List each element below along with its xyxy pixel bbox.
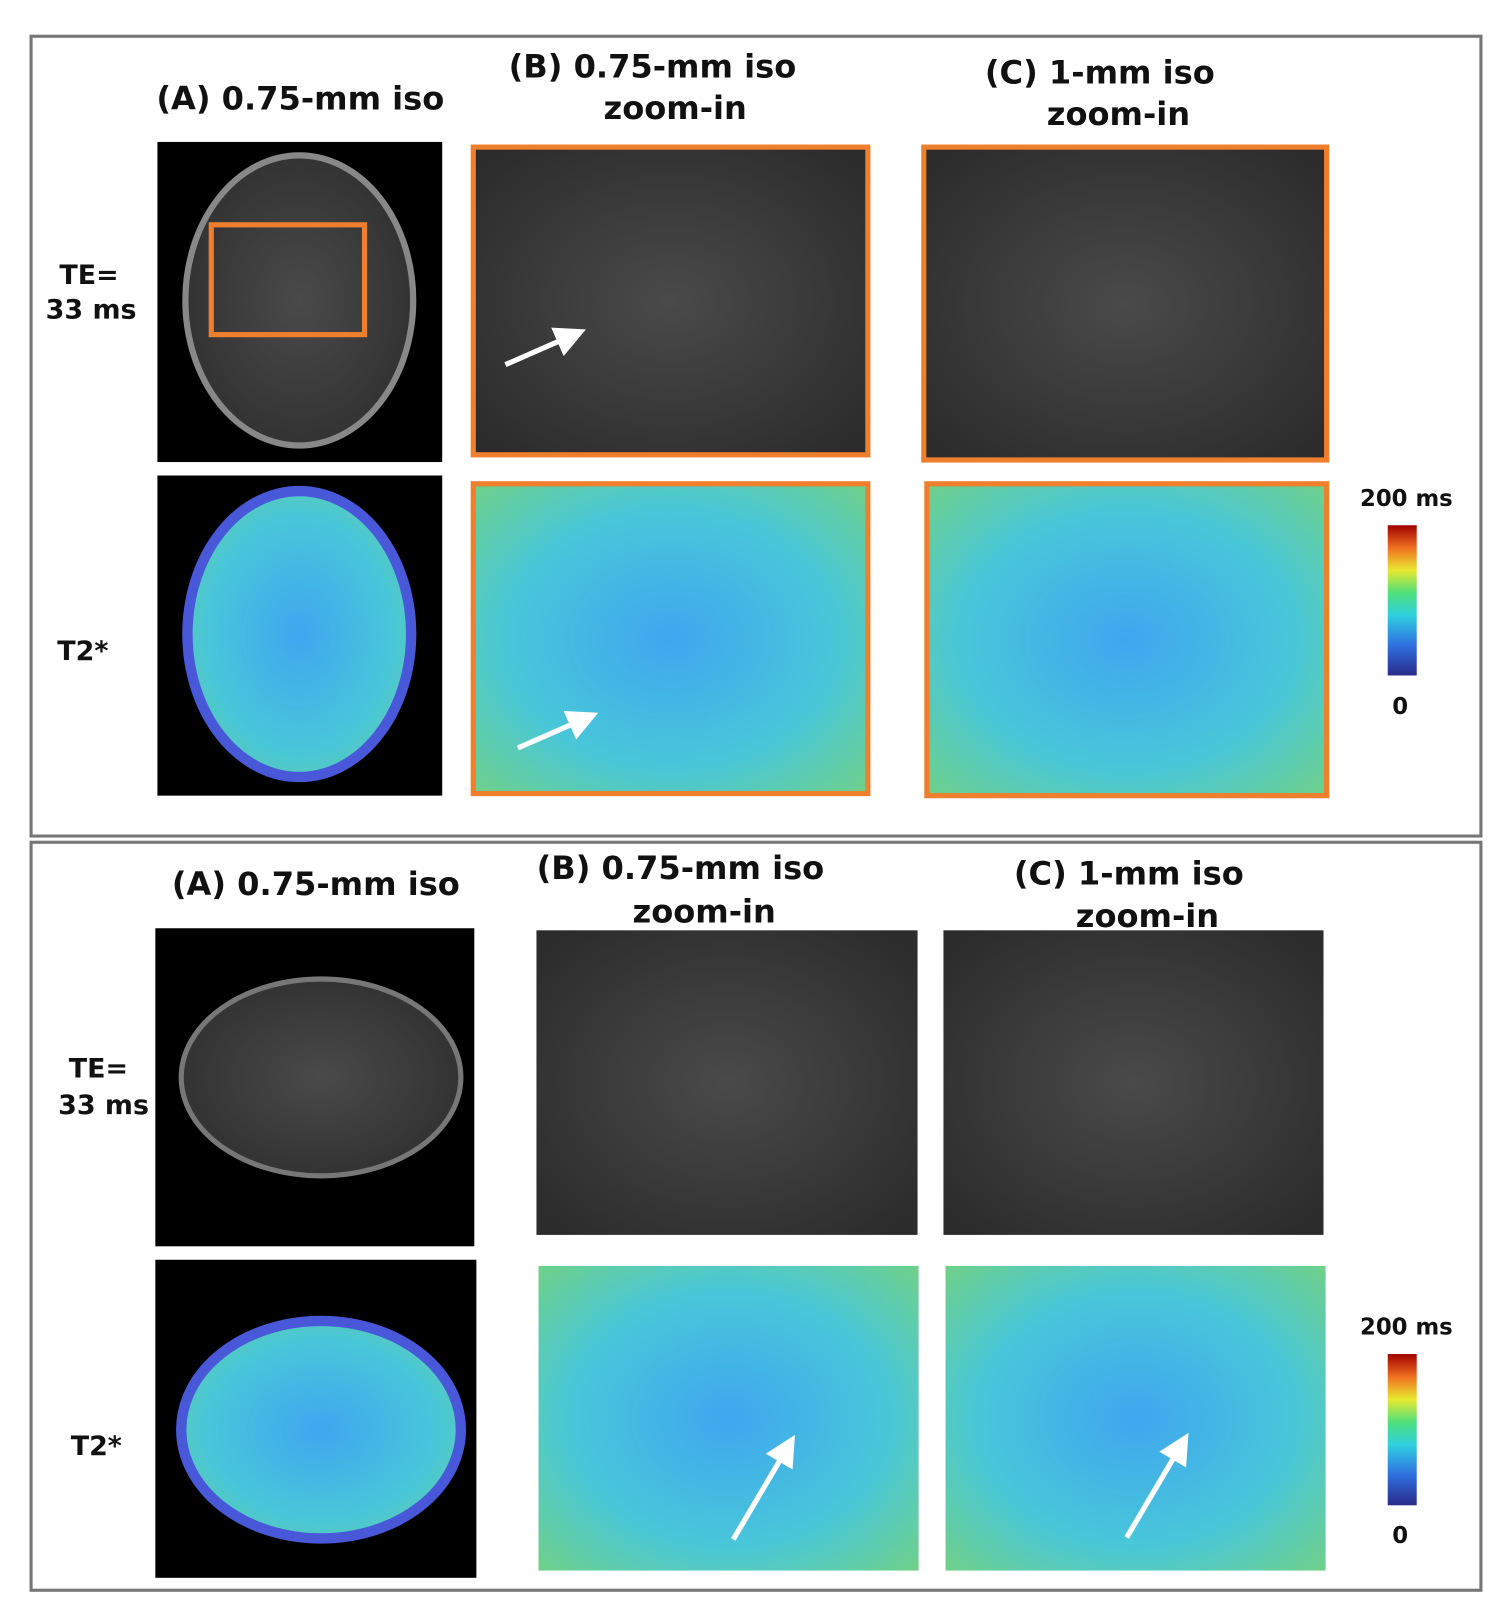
image xyxy=(470,144,871,458)
image xyxy=(470,481,871,797)
panel-frame xyxy=(29,840,1483,1592)
colorbar-max: 200 ms xyxy=(1360,486,1453,512)
arrow xyxy=(730,1434,795,1541)
arrow xyxy=(504,327,586,368)
colorbar-min: 0 xyxy=(1392,694,1408,720)
row-label: T2* xyxy=(71,1431,122,1462)
colorbar-min: 0 xyxy=(1392,1523,1408,1549)
row-label: TE= xyxy=(69,1054,128,1085)
brain-map xyxy=(182,485,417,783)
column-title: zoom-in xyxy=(1076,897,1219,935)
zoom-box xyxy=(208,222,368,338)
panel-frame xyxy=(29,34,1483,838)
column-title: (C) 1-mm iso xyxy=(1014,854,1244,892)
colorbar xyxy=(1387,525,1417,676)
column-title: (A) 0.75-mm iso xyxy=(156,79,444,117)
row-label: 33 ms xyxy=(46,294,137,325)
image xyxy=(943,930,1324,1235)
arrow xyxy=(516,710,599,751)
column-title: (B) 0.75-mm iso xyxy=(537,849,825,887)
brain-slice xyxy=(182,152,417,449)
colorbar-max: 200 ms xyxy=(1360,1315,1453,1341)
row-label: TE= xyxy=(59,260,118,291)
image xyxy=(921,144,1330,463)
column-title: (B) 0.75-mm iso xyxy=(509,47,797,85)
image-group xyxy=(155,928,1417,1578)
image xyxy=(924,481,1330,799)
image xyxy=(536,930,918,1235)
colorbar xyxy=(1387,1354,1417,1506)
row-label: 33 ms xyxy=(58,1090,149,1121)
column-title: (C) 1-mm iso xyxy=(985,54,1215,92)
image xyxy=(538,1265,919,1571)
brain-map xyxy=(176,1315,467,1544)
column-title: zoom-in xyxy=(1047,95,1190,133)
column-title: zoom-in xyxy=(604,89,747,127)
column-title: (A) 0.75-mm iso xyxy=(172,865,460,903)
image-group xyxy=(157,141,1417,799)
arrow xyxy=(1124,1432,1189,1539)
column-title: zoom-in xyxy=(633,893,776,931)
brain-slice xyxy=(178,976,464,1179)
row-label: T2* xyxy=(57,636,108,667)
